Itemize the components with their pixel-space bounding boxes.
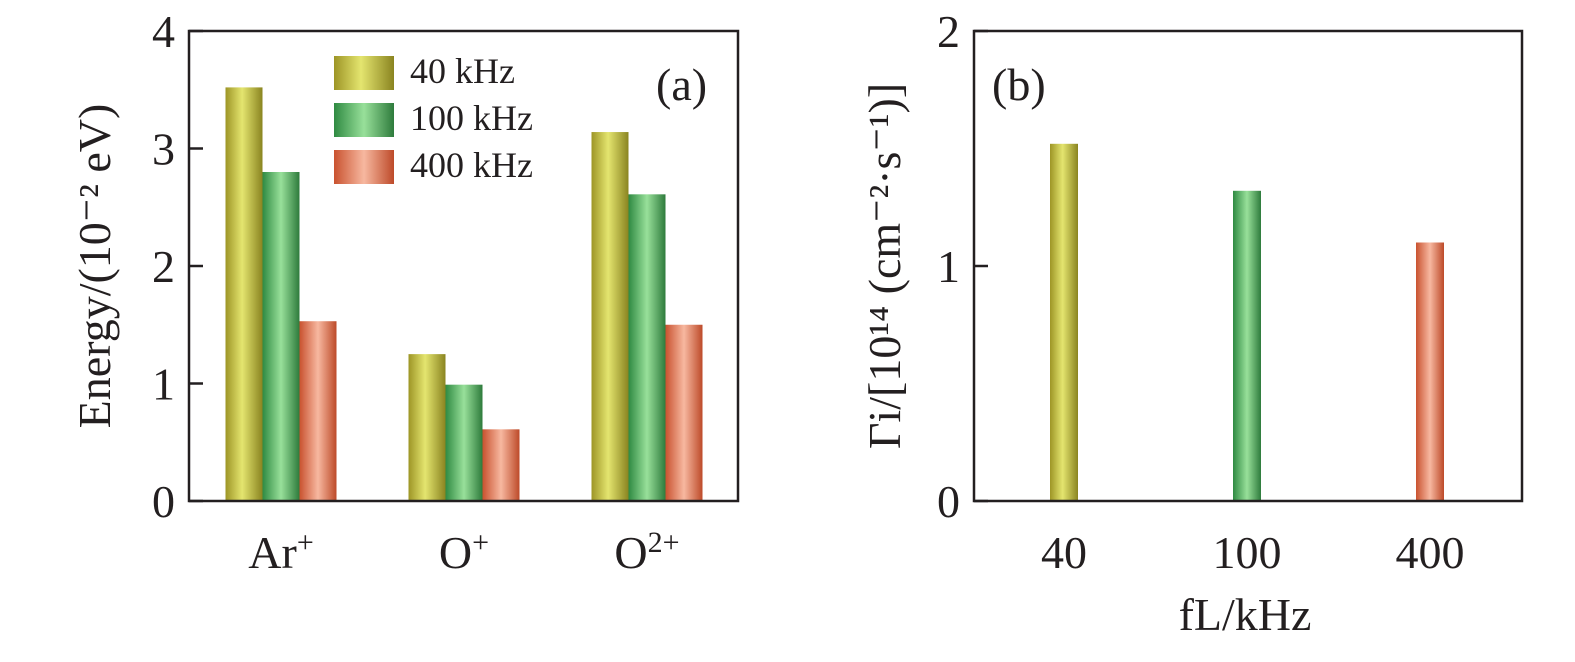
bar-b-1 [1233,190,1261,502]
x-tick-label: 400 [1396,527,1465,578]
panel-b-y-ticks: 0 1 2 [937,6,988,527]
bar-b-0 [1050,143,1078,502]
legend-label: 400 kHz [410,145,533,185]
panel-b: 0 1 2 40 100 400 (b) Γi/[10¹⁴ (cm⁻²·s⁻¹)] fL… [859,6,1524,640]
legend-label: 100 kHz [410,98,533,138]
legend-label: 40 kHz [410,51,515,91]
bar-a-series2-cat0 [299,321,337,501]
panel-b-x-ticks: 40 100 400 [1041,527,1465,578]
bar-a-series1-cat1 [445,384,483,501]
panel-a-bars [225,87,703,502]
y-tick-label: 0 [937,476,960,527]
bar-a-series0-cat0 [225,87,263,502]
legend-swatch [334,103,394,137]
y-tick-label: 1 [937,241,960,292]
bar-a-series2-cat1 [482,429,520,501]
y-tick-label: 2 [152,241,175,292]
panel-a-y-ticks: 0 1 2 3 4 [152,6,203,527]
legend-swatch [334,56,394,90]
bar-b-2 [1416,242,1444,501]
y-tick-label: 3 [152,124,175,175]
y-tick-label: 2 [937,6,960,57]
panel-b-label: (b) [992,59,1046,110]
panel-a-x-ticks: Ar+ O+ O2+ [248,526,679,578]
bar-a-series0-cat2 [591,132,629,502]
panel-b-bars [1050,143,1444,502]
x-tick-label: 40 [1041,527,1087,578]
bar-a-series0-cat1 [408,354,446,501]
x-tick-label: Ar+ [248,526,313,578]
panel-b-y-axis-label: Γi/[10¹⁴ (cm⁻²·s⁻¹)] [859,83,910,449]
legend-swatch [334,150,394,184]
x-tick-label: 100 [1213,527,1282,578]
panel-b-x-axis-label: fL/kHz [1179,589,1312,640]
y-tick-label: 0 [152,476,175,527]
panel-a-y-axis-label: Energy/(10⁻² eV) [69,104,120,429]
legend: 40 kHz 100 kHz 400 kHz [334,51,533,185]
x-tick-label: O+ [439,526,489,578]
y-tick-label: 4 [152,6,175,57]
panel-a: 0 1 2 3 4 Ar+ O+ O2+ (a) Energy/(10⁻² eV) 40 k… [69,6,740,578]
panel-a-label: (a) [656,59,707,110]
y-tick-label: 1 [152,359,175,410]
x-tick-label: O2+ [614,526,679,578]
bar-a-series2-cat2 [665,324,703,501]
bar-a-series1-cat0 [262,172,300,501]
bar-a-series1-cat2 [628,194,666,501]
